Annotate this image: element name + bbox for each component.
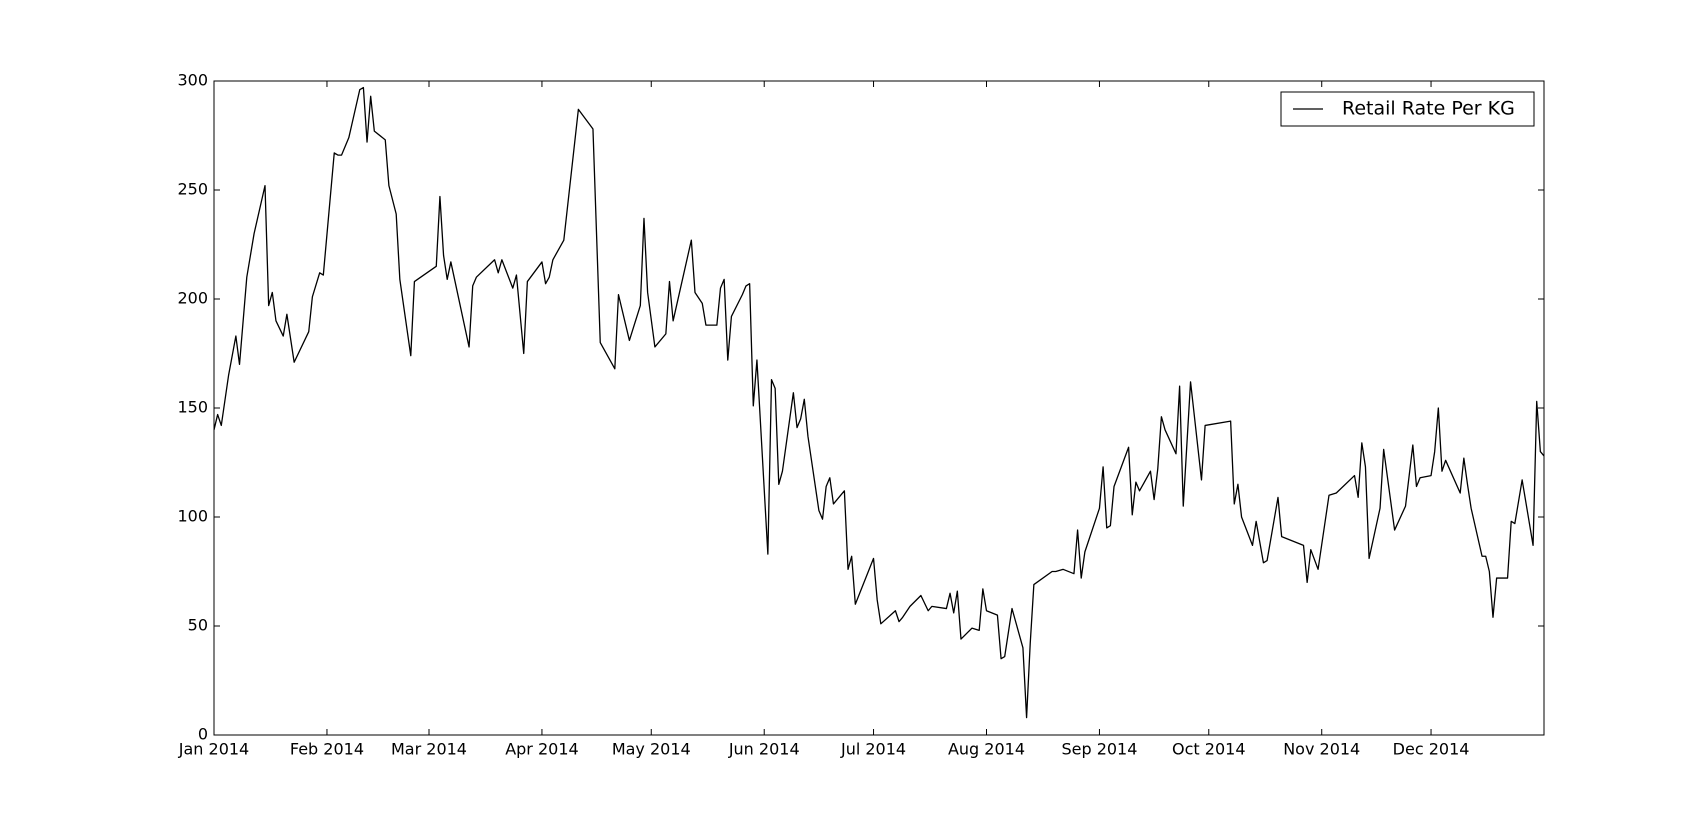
x-tick-label: May 2014	[612, 740, 691, 759]
x-tick-label: Dec 2014	[1393, 740, 1470, 759]
x-tick-label: Sep 2014	[1061, 740, 1137, 759]
plot-frame	[213, 80, 1545, 736]
legend-label: Retail Rate Per KG	[1342, 98, 1515, 120]
x-tick-label: Mar 2014	[391, 740, 467, 759]
x-tick-label: Oct 2014	[1172, 740, 1245, 759]
x-tick-label: Jul 2014	[840, 740, 906, 759]
x-tick-label: Nov 2014	[1283, 740, 1360, 759]
y-tick-label: 300	[177, 71, 208, 90]
x-tick-label: Apr 2014	[505, 740, 578, 759]
y-tick-label: 150	[177, 398, 208, 417]
x-tick-label: Jan 2014	[178, 740, 249, 759]
y-tick-label: 50	[188, 616, 208, 635]
legend-box	[1280, 91, 1535, 127]
y-tick-label: 200	[177, 289, 208, 308]
x-tick-label: Aug 2014	[948, 740, 1025, 759]
x-tick-label: Jun 2014	[728, 740, 800, 759]
x-tick-label: Feb 2014	[290, 740, 364, 759]
y-tick-label: 0	[198, 725, 208, 744]
y-tick-label: 100	[177, 507, 208, 526]
data-line	[213, 86, 1545, 719]
y-tick-label: 250	[177, 180, 208, 199]
